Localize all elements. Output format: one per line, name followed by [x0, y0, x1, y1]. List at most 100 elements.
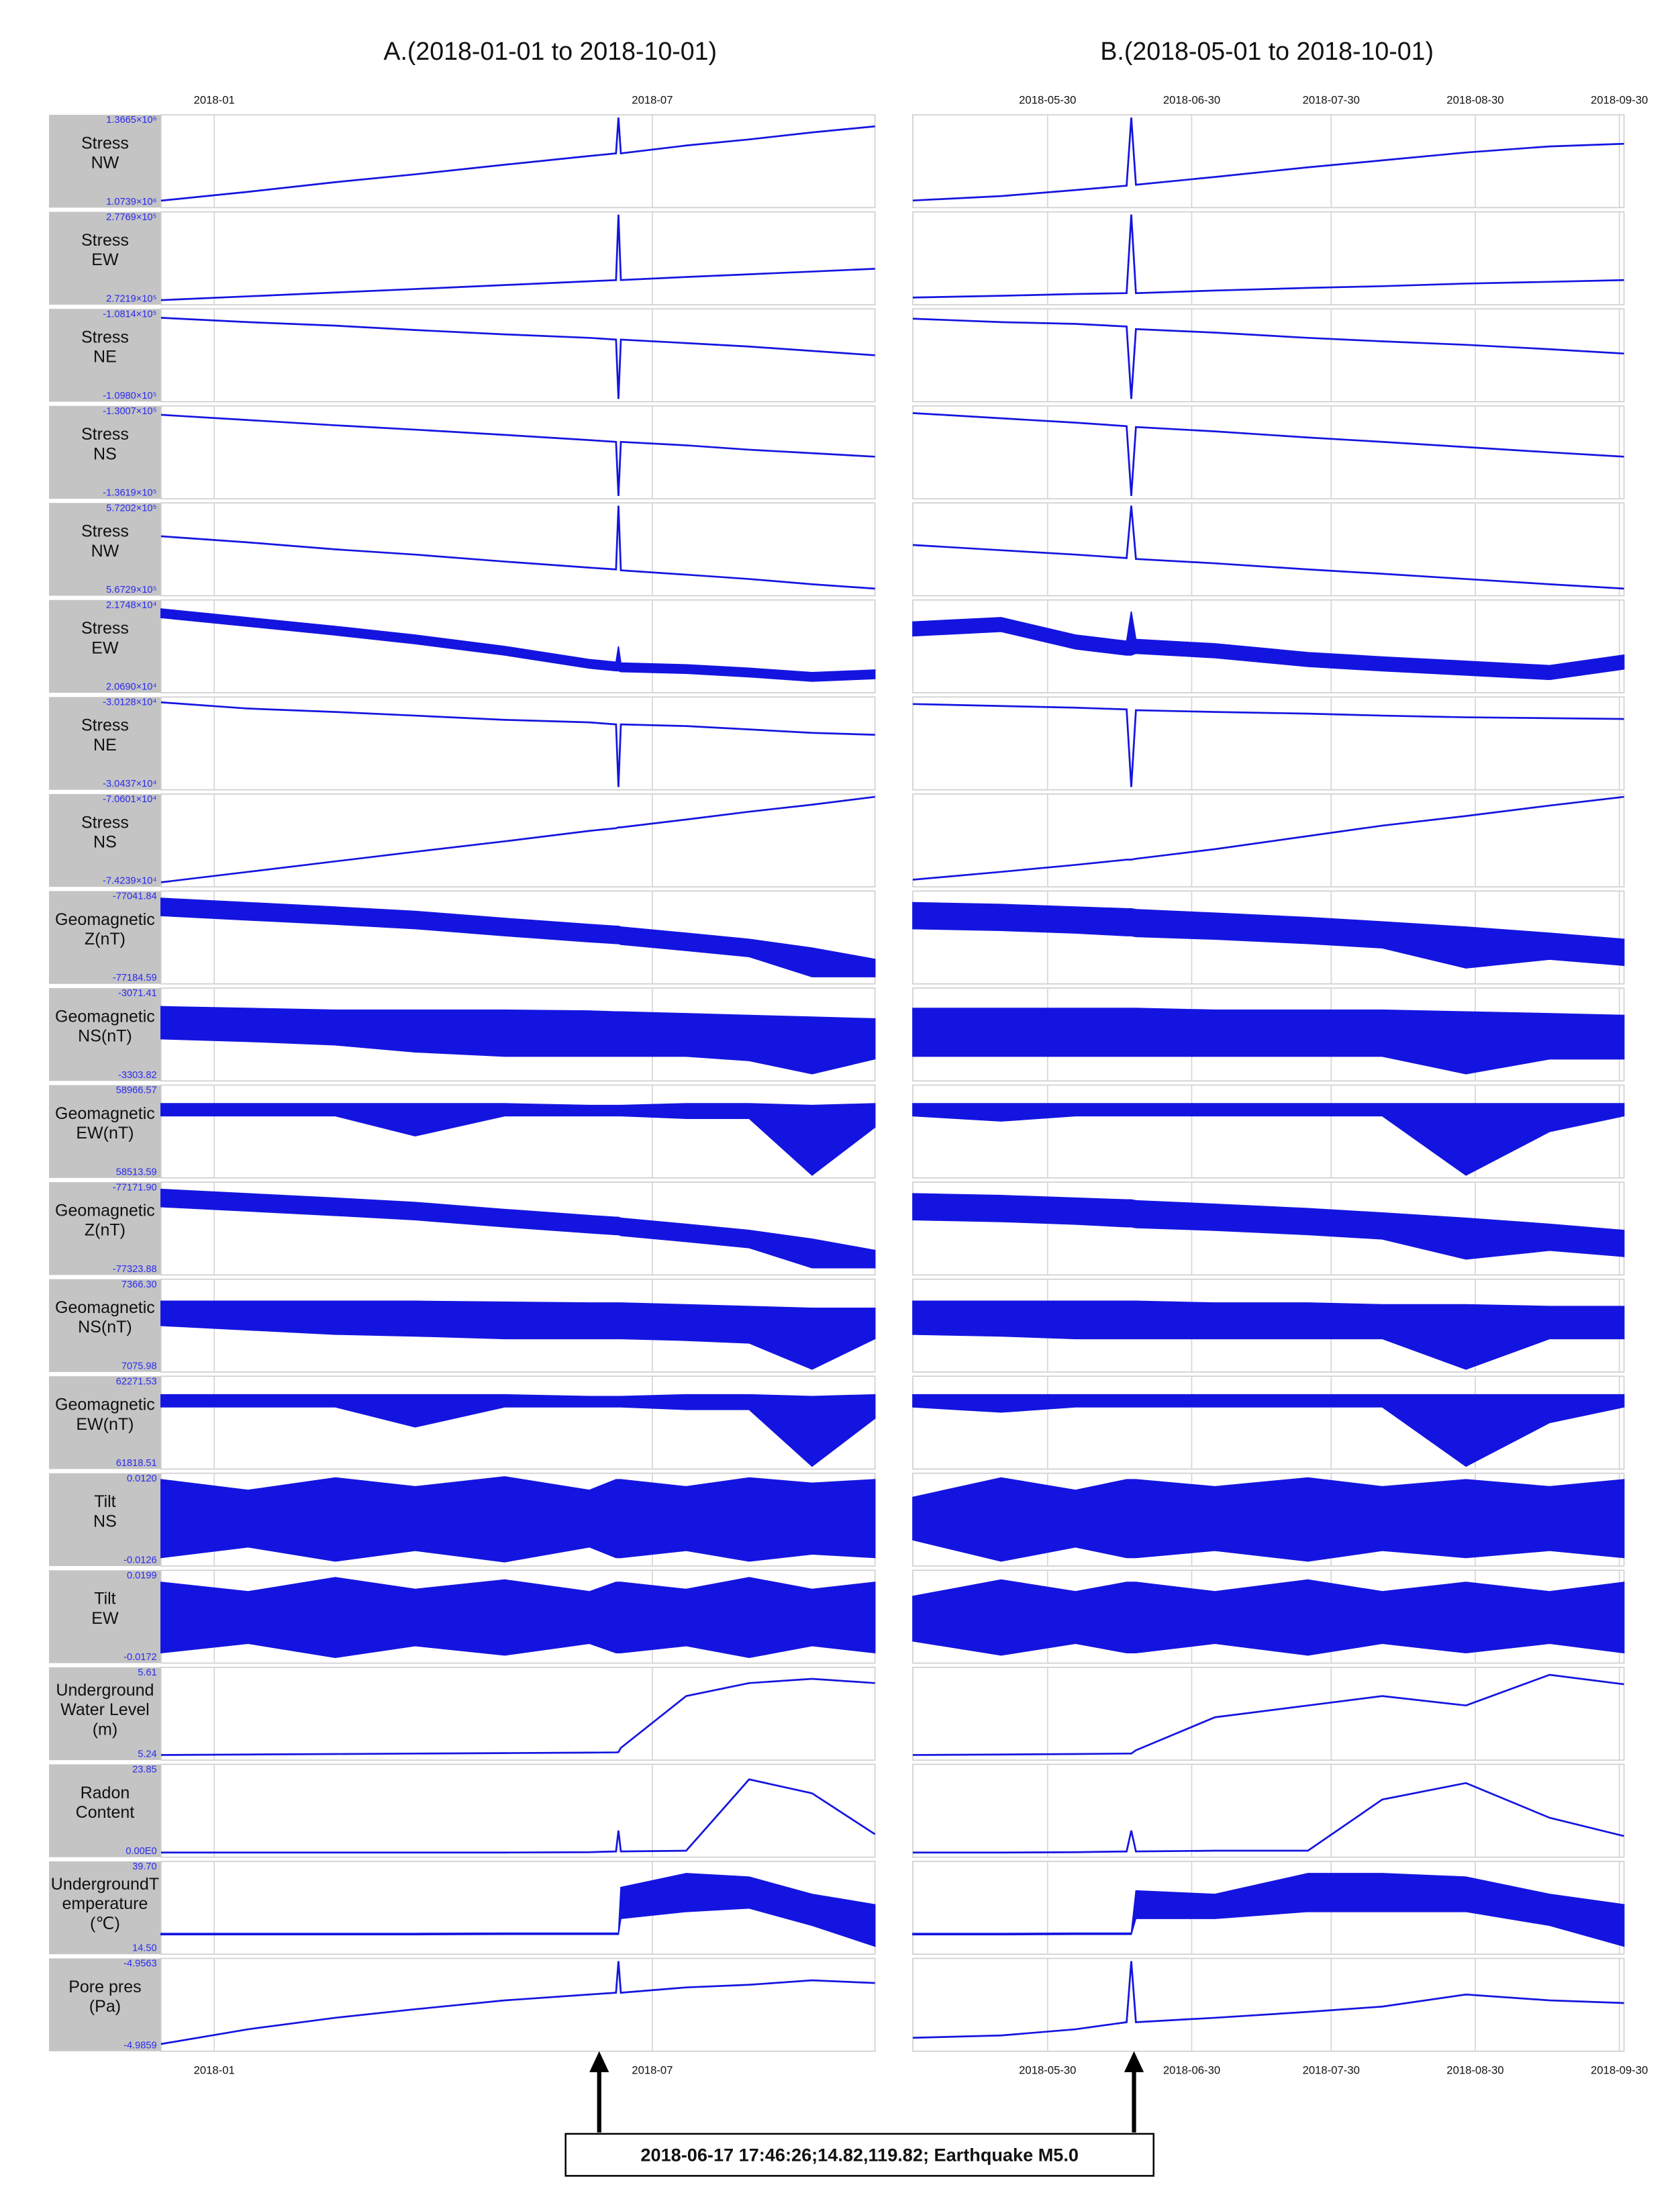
trace-band [912, 902, 1625, 969]
trace [912, 1961, 1624, 2039]
row-label: NS [93, 1512, 117, 1530]
y-tick-label: -3.0437×10⁴ [103, 779, 157, 789]
plot-area [160, 405, 876, 499]
trace [912, 411, 1624, 496]
row-label: Tilt [94, 1590, 115, 1608]
trace [160, 117, 875, 202]
panel [912, 1569, 1625, 1664]
trace-band [160, 1188, 876, 1269]
row-label: Water Level [60, 1700, 150, 1719]
panel: Stress NW 1.0739×10⁶ 1.3665×10⁶ [49, 114, 876, 209]
y-tick-label: -77323.88 [113, 1264, 157, 1275]
row-label: NS(nT) [78, 1027, 132, 1046]
trace-band [912, 1394, 1625, 1467]
label-box [49, 793, 161, 887]
y-tick-label: -4.9563 [123, 1959, 157, 1969]
panel [912, 1763, 1625, 1858]
trace-band [160, 608, 876, 682]
plot-area [912, 1763, 1625, 1858]
panel: Pore pres(Pa) -4.9859 -4.9563 [49, 1957, 876, 2052]
plot-area [160, 1084, 876, 1179]
row-label: (℃) [90, 1914, 120, 1933]
plot-area [912, 308, 1625, 403]
label-box [49, 309, 161, 402]
row-label: NS [93, 444, 117, 463]
annotation-box [564, 2133, 1154, 2177]
x-tick-label: 2018-09-30 [1591, 2063, 1648, 2076]
panel [912, 308, 1625, 403]
plot-area [912, 502, 1625, 597]
plot-area [160, 114, 876, 209]
trace-band [912, 1300, 1625, 1370]
y-tick-label: 0.00E0 [126, 1846, 156, 1857]
row-label: EW [91, 1609, 119, 1628]
y-tick-label: -1.3007×10⁵ [103, 406, 156, 417]
trace-band [160, 1476, 876, 1563]
plot-area [912, 211, 1625, 305]
panel [912, 793, 1625, 888]
y-tick-label: 7366.30 [121, 1279, 157, 1290]
y-tick-label: 2.0690×10⁴ [106, 682, 157, 693]
chart-title: A.(2018-01-01 to 2018-10-01) [383, 37, 717, 65]
row-label: Z(nT) [85, 930, 126, 948]
panel [912, 1861, 1625, 1955]
trace-band [160, 1103, 876, 1176]
y-tick-label: 7075.98 [121, 1361, 157, 1371]
label-box [49, 1279, 161, 1372]
label-box [49, 405, 161, 499]
row-label: EW [91, 638, 119, 657]
row-label: Stress [81, 328, 129, 347]
trace [160, 701, 875, 787]
earthquake-marker: 2018-06-17 17:46:26;14.82,119.82; Earthq… [564, 2051, 1154, 2177]
x-tick-label: 2018-07-30 [1303, 2063, 1360, 2076]
row-label: Tilt [94, 1492, 115, 1511]
trace [160, 414, 875, 496]
panel [912, 1472, 1625, 1567]
y-tick-label: 2.7769×10⁵ [106, 212, 156, 223]
panel [912, 114, 1625, 209]
y-tick-label: -1.3619×10⁵ [103, 487, 156, 498]
trace-band [160, 897, 876, 977]
label-box [49, 1182, 161, 1275]
row-label: Geomagnetic [55, 1298, 155, 1317]
panel [912, 1375, 1625, 1470]
x-tick-label: 2018-05-30 [1019, 2063, 1076, 2076]
row-label: Geomagnetic [55, 910, 155, 929]
plot-area [912, 1957, 1625, 2052]
x-tick-label: 2018-05-30 [1019, 94, 1076, 107]
row-label: Z(nT) [85, 1221, 126, 1240]
x-tick-label: 2018-08-30 [1446, 94, 1503, 107]
y-tick-label: -1.0980×10⁵ [103, 391, 156, 401]
y-tick-label: 1.0739×10⁶ [106, 197, 156, 207]
plot-area [160, 1375, 876, 1470]
trace [912, 117, 1624, 202]
plot-area [912, 793, 1625, 888]
panel [912, 1278, 1625, 1373]
panel [912, 1957, 1625, 2052]
row-label: NS(nT) [78, 1318, 132, 1336]
trace-band [160, 1006, 876, 1075]
row-label: Stress [81, 522, 129, 541]
trace [912, 703, 1624, 787]
row-label: Geomagnetic [55, 1396, 155, 1414]
row-label: Stress [81, 231, 129, 250]
x-tick-label: 2018-06-30 [1163, 94, 1220, 107]
panel [912, 696, 1625, 791]
trace [160, 1961, 875, 2045]
y-tick-label: 5.61 [138, 1667, 156, 1678]
y-tick-label: -0.0172 [123, 1652, 157, 1663]
y-tick-label: -0.0126 [123, 1555, 157, 1566]
row-label: NE [93, 736, 117, 755]
x-tick-label: 2018-07 [632, 94, 673, 107]
trace-band [912, 1008, 1625, 1075]
row-label: (Pa) [89, 1997, 121, 2016]
y-tick-label: 23.85 [132, 1765, 157, 1775]
plot-area [912, 599, 1625, 693]
trace-band [160, 1577, 876, 1659]
row-label: Underground [56, 1681, 154, 1700]
row-label: Content [76, 1803, 135, 1822]
